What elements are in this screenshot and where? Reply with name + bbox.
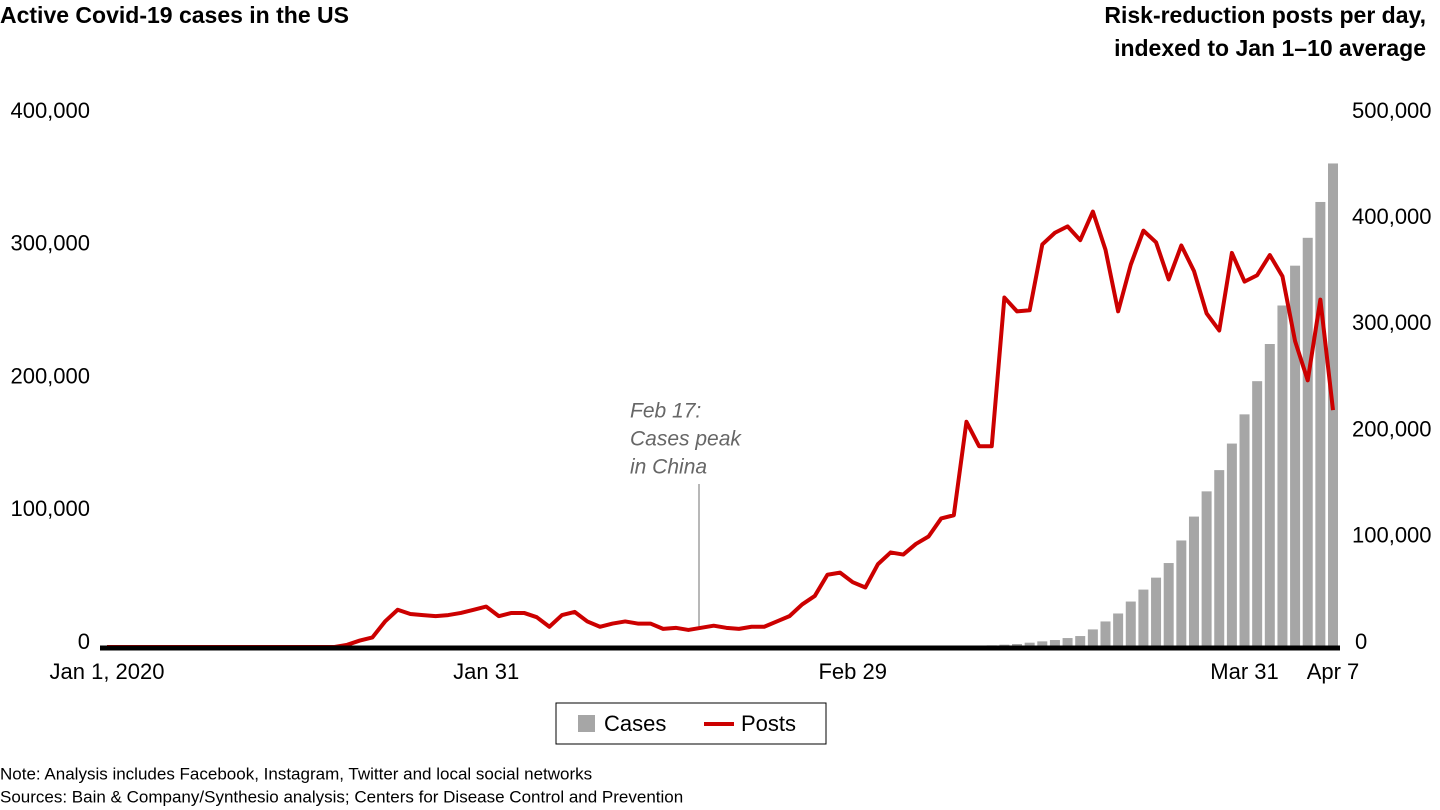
bar [1138, 589, 1149, 648]
bar [1125, 601, 1136, 648]
annotation: Feb 17: [630, 400, 701, 423]
x-tick-label: Mar 31 [1210, 659, 1278, 684]
bar [1062, 638, 1073, 648]
bar [1264, 344, 1275, 648]
x-tick-label: Jan 31 [453, 659, 519, 684]
bar [1226, 443, 1237, 648]
annotation: in China [630, 456, 707, 479]
bar [1201, 491, 1212, 648]
legend-swatch [578, 715, 595, 732]
bar [1151, 577, 1162, 648]
annotation: Cases peak [630, 428, 742, 451]
bar [1252, 381, 1263, 648]
bar [1239, 414, 1250, 648]
legend-label: Posts [741, 711, 796, 736]
y2-tick-label: 300,000 [1352, 310, 1432, 335]
y-tick-label: 100,000 [10, 496, 90, 521]
y-tick-label: 300,000 [10, 231, 90, 256]
y2-tick-label: 400,000 [1352, 204, 1432, 229]
legend-label: Cases [604, 711, 666, 736]
bar [1214, 470, 1225, 648]
y-tick-label: 400,000 [10, 98, 90, 123]
bar [1087, 629, 1098, 648]
bar [1176, 540, 1187, 648]
bar [1302, 237, 1313, 649]
y2-axis-title: indexed to Jan 1–10 average [1114, 35, 1426, 61]
bar [1163, 563, 1174, 648]
bar [1113, 613, 1124, 648]
x-tick-label: Apr 7 [1307, 659, 1360, 684]
legend-box [555, 702, 827, 745]
y-tick-label: 0 [78, 629, 90, 654]
bar [1075, 636, 1086, 648]
bar [1277, 305, 1288, 648]
y2-tick-label: 0 [1355, 629, 1367, 654]
y2-axis-title: Risk-reduction posts per day, [1104, 2, 1426, 28]
bar [1037, 641, 1048, 648]
y2-tick-label: 100,000 [1352, 523, 1432, 548]
y-tick-label: 200,000 [10, 363, 90, 388]
bar [1100, 621, 1111, 648]
y2-tick-label: 200,000 [1352, 416, 1432, 441]
note: Note: Analysis includes Facebook, Instag… [0, 764, 592, 783]
bar [1315, 201, 1326, 648]
x-tick-label: Feb 29 [818, 659, 887, 684]
bar [1024, 642, 1035, 648]
bar [1290, 265, 1301, 648]
note: Sources: Bain & Company/Synthesio analys… [0, 787, 683, 806]
y2-tick-label: 500,000 [1352, 98, 1432, 123]
bar [1049, 640, 1060, 648]
bar [1188, 516, 1199, 648]
x-tick-label: Jan 1, 2020 [50, 659, 165, 684]
y-axis-title: Active Covid-19 cases in the US [0, 2, 349, 28]
